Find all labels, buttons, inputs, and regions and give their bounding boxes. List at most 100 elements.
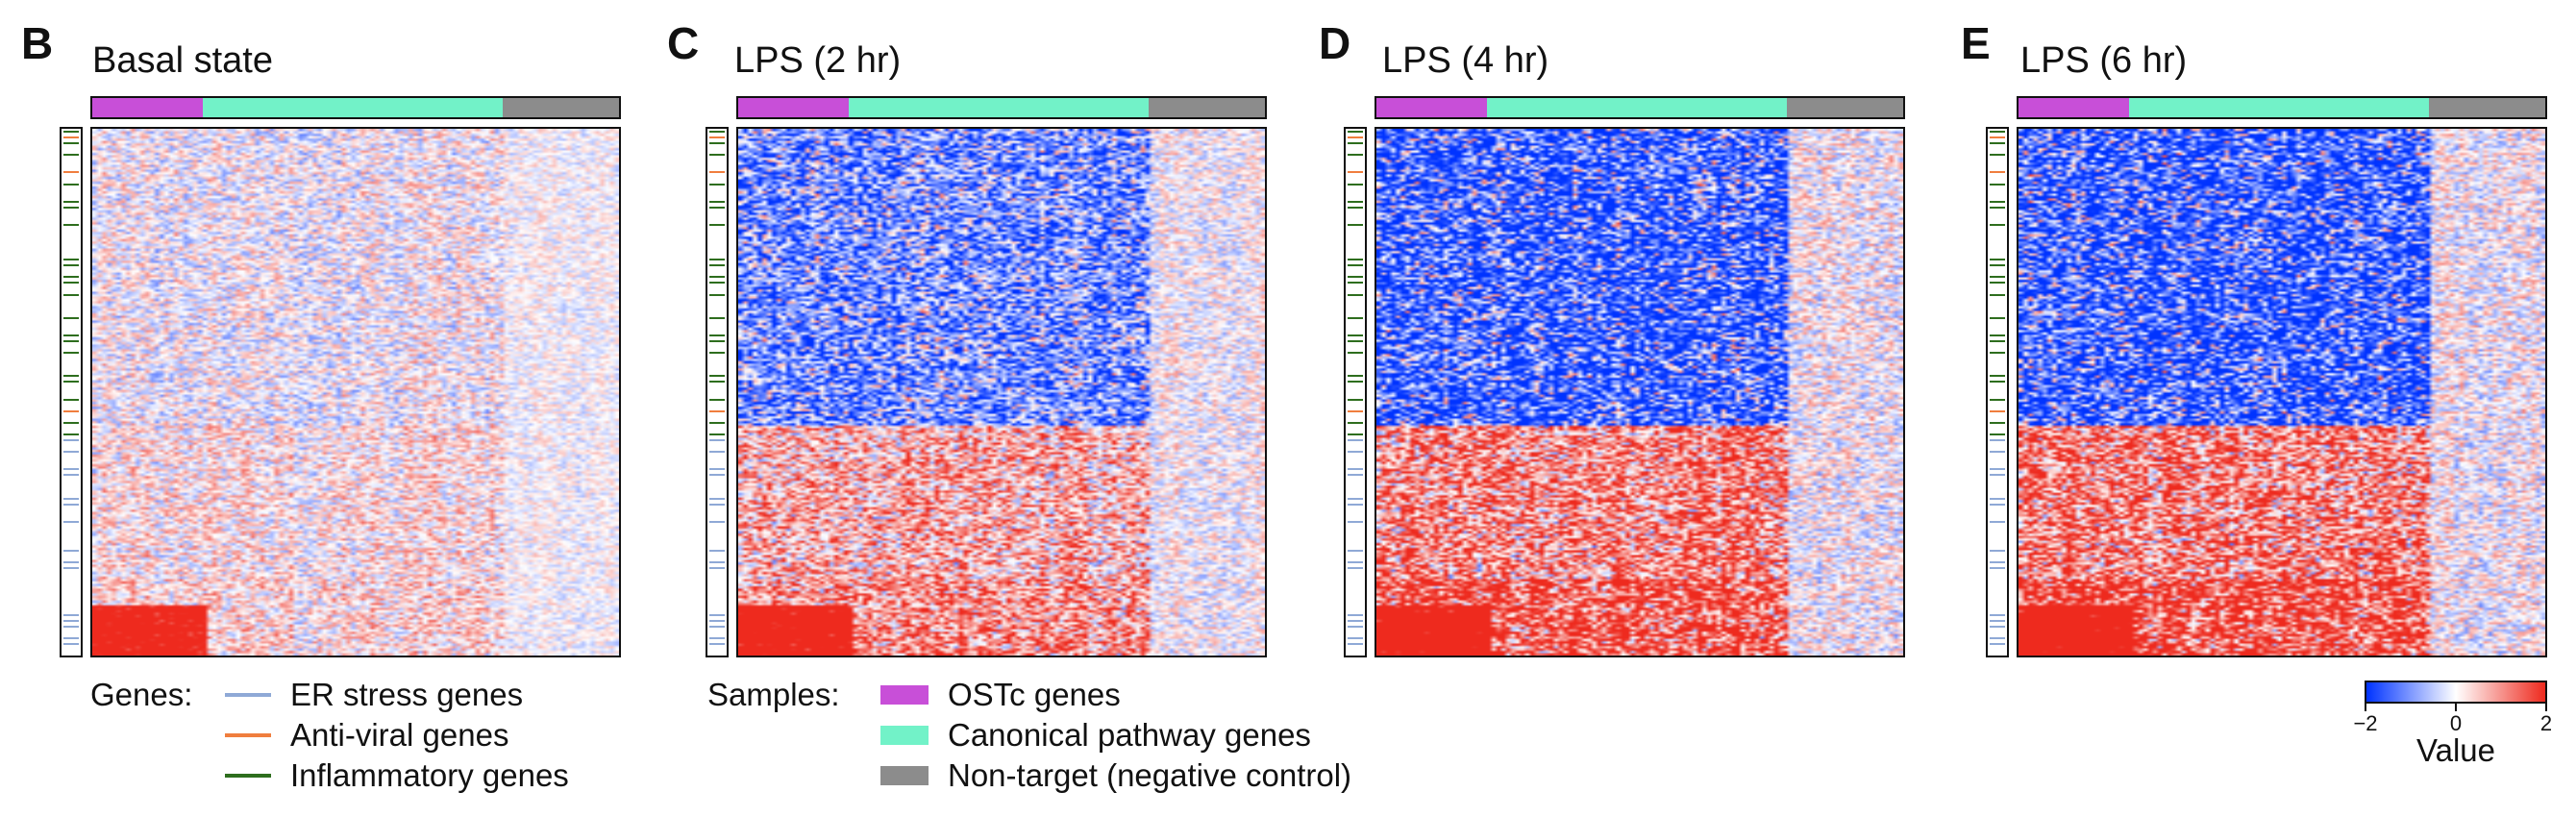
gene-marker-line bbox=[709, 643, 725, 645]
gene-marker-line bbox=[1990, 276, 2005, 278]
gene-marker-line bbox=[63, 468, 79, 470]
gene-marker-line bbox=[63, 201, 79, 203]
gene-marker-line bbox=[1990, 399, 2005, 401]
gene-marker-line bbox=[1348, 352, 1363, 354]
gene-marker-line bbox=[63, 282, 79, 284]
panel-letter: B bbox=[21, 18, 54, 68]
panel-letter: D bbox=[1319, 18, 1351, 68]
gene-marker-line bbox=[709, 422, 725, 424]
gene-marker-line bbox=[1990, 468, 2005, 470]
gene-marker-line bbox=[1990, 381, 2005, 383]
gene-marker-line bbox=[709, 142, 725, 144]
legend-anti-viral-label: Anti-viral genes bbox=[290, 717, 509, 753]
gene-marker-line bbox=[1348, 264, 1363, 266]
gene-marker-line bbox=[1990, 207, 2005, 209]
gene-marker-line bbox=[1348, 626, 1363, 628]
gene-marker-line bbox=[1990, 433, 2005, 435]
gene-marker-line bbox=[63, 207, 79, 209]
gene-marker-line bbox=[1990, 142, 2005, 144]
gene-marker-line bbox=[709, 504, 725, 506]
gene-marker-line bbox=[1348, 375, 1363, 377]
nontarget-swatch-icon bbox=[880, 766, 929, 785]
gene-marker-line bbox=[1348, 276, 1363, 278]
gene-marker-line bbox=[1990, 259, 2005, 260]
colorbar-label-mid: 0 bbox=[2449, 711, 2463, 735]
gene-marker-line bbox=[1348, 433, 1363, 435]
gene-marker-line bbox=[1348, 637, 1363, 639]
gene-marker-line bbox=[63, 521, 79, 523]
gene-marker-line bbox=[63, 399, 79, 401]
gene-marker-line bbox=[63, 171, 79, 173]
legend-canonical: Canonical pathway genes bbox=[880, 717, 1311, 754]
gene-marker-line bbox=[63, 334, 79, 336]
gene-marker-line bbox=[63, 567, 79, 569]
gene-marker-line bbox=[709, 259, 725, 260]
gene-marker-line bbox=[1348, 468, 1363, 470]
gene-marker-line bbox=[709, 433, 725, 435]
gene-marker-line bbox=[1990, 614, 2005, 616]
gene-marker-line bbox=[709, 340, 725, 342]
gene-marker-line bbox=[1990, 201, 2005, 203]
gene-marker-line bbox=[709, 131, 725, 133]
gene-marker-line bbox=[1990, 439, 2005, 441]
sample-group-bar bbox=[1375, 96, 1905, 119]
heatmap-matrix bbox=[90, 127, 621, 657]
inflammatory-line-icon bbox=[225, 774, 271, 778]
sample-group-segment bbox=[92, 98, 204, 117]
gene-marker-line bbox=[1990, 171, 2005, 173]
gene-marker-line bbox=[63, 498, 79, 500]
colorbar-title: Value bbox=[2416, 732, 2495, 768]
colorbar-label-min: −2 bbox=[2353, 711, 2378, 735]
gene-marker-line bbox=[1348, 224, 1363, 226]
gene-annotation-strip bbox=[1344, 127, 1367, 657]
gene-marker-line bbox=[1990, 637, 2005, 639]
gene-marker-line bbox=[1990, 504, 2005, 506]
gene-marker-line bbox=[1348, 207, 1363, 209]
gene-marker-line bbox=[1348, 567, 1363, 569]
gene-marker-line bbox=[709, 474, 725, 476]
samples-legend-title: Samples: bbox=[707, 677, 840, 712]
gene-marker-line bbox=[709, 620, 725, 622]
gene-marker-line bbox=[1348, 340, 1363, 342]
sample-group-segment bbox=[2429, 98, 2545, 117]
panel-title: Basal state bbox=[92, 40, 273, 81]
gene-marker-line bbox=[709, 381, 725, 383]
gene-marker-line bbox=[1348, 184, 1363, 186]
gene-marker-line bbox=[709, 626, 725, 628]
sample-group-segment bbox=[503, 98, 619, 117]
gene-marker-line bbox=[1348, 282, 1363, 284]
sample-group-bar bbox=[90, 96, 621, 119]
gene-marker-line bbox=[1348, 561, 1363, 563]
gene-marker-line bbox=[63, 474, 79, 476]
gene-marker-line bbox=[709, 451, 725, 453]
gene-marker-line bbox=[1348, 504, 1363, 506]
gene-marker-line bbox=[1990, 550, 2005, 552]
panel-title: LPS (2 hr) bbox=[734, 40, 902, 81]
gene-marker-line bbox=[709, 201, 725, 203]
gene-marker-line bbox=[63, 643, 79, 645]
gene-marker-line bbox=[709, 614, 725, 616]
gene-marker-line bbox=[63, 142, 79, 144]
gene-marker-line bbox=[1348, 422, 1363, 424]
gene-marker-line bbox=[1990, 352, 2005, 354]
gene-marker-line bbox=[709, 375, 725, 377]
gene-marker-line bbox=[1348, 474, 1363, 476]
colorbar-tick-mid bbox=[2455, 704, 2457, 711]
heatmap-matrix bbox=[2017, 127, 2547, 657]
gene-marker-line bbox=[1348, 614, 1363, 616]
gene-marker-line bbox=[1348, 259, 1363, 260]
panel-title: LPS (6 hr) bbox=[2020, 40, 2188, 81]
panel-title: LPS (4 hr) bbox=[1382, 40, 1549, 81]
gene-marker-line bbox=[1348, 317, 1363, 319]
anti-viral-line-icon bbox=[225, 733, 271, 737]
heatmap-canvas bbox=[1376, 129, 1903, 656]
gene-marker-line bbox=[709, 136, 725, 138]
gene-marker-line bbox=[1990, 498, 2005, 500]
gene-marker-line bbox=[1348, 154, 1363, 156]
sample-group-segment bbox=[1149, 98, 1265, 117]
gene-marker-line bbox=[1348, 498, 1363, 500]
gene-marker-line bbox=[709, 399, 725, 401]
gene-marker-line bbox=[709, 567, 725, 569]
gene-marker-line bbox=[63, 637, 79, 639]
sample-group-segment bbox=[2019, 98, 2130, 117]
